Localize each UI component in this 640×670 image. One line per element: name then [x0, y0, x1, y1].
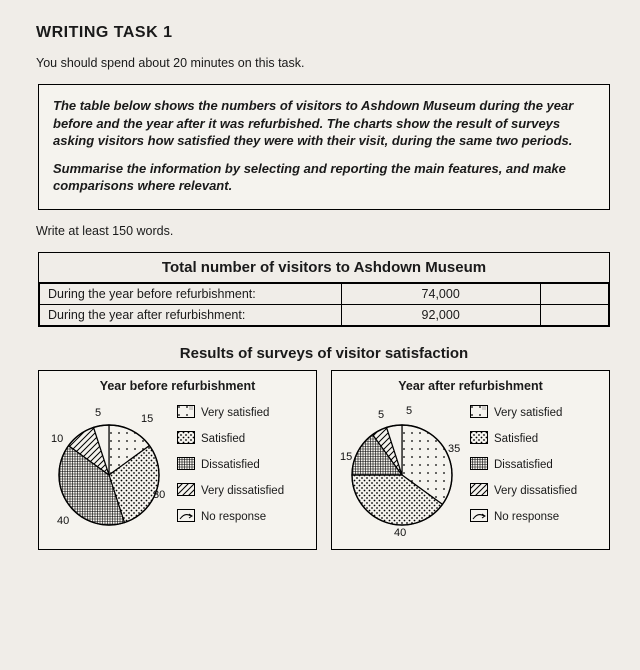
legend-label: Dissatisfied [201, 459, 260, 471]
legend-swatch-icon [177, 509, 195, 525]
legend-item: No response [470, 509, 603, 525]
pie-slice-label: 40 [57, 515, 69, 527]
legend-label: Very satisfied [494, 407, 562, 419]
prompt-paragraph-1: The table below shows the numbers of vis… [53, 97, 595, 150]
legend-item: Satisfied [177, 431, 310, 447]
visitors-table: Total number of visitors to Ashdown Muse… [38, 252, 610, 327]
pie-slice-label: 35 [448, 443, 460, 455]
legend-label: Very satisfied [201, 407, 269, 419]
legend-label: Very dissatisfied [494, 485, 577, 497]
pie-chart: 15 30 40 10 5 [45, 399, 173, 539]
legend-label: Satisfied [494, 433, 538, 445]
pie-slice-label: 30 [153, 489, 165, 501]
legend-swatch-icon [470, 457, 488, 473]
table-row: During the year before refurbishment: 74… [40, 283, 609, 304]
legend-swatch-icon [470, 431, 488, 447]
pie-slice-label: 40 [394, 527, 406, 539]
pie-slice-label: 5 [406, 405, 412, 417]
legend-item: Dissatisfied [470, 457, 603, 473]
legend-item: Dissatisfied [177, 457, 310, 473]
legend-swatch-icon [470, 483, 488, 499]
legend-label: No response [494, 511, 559, 523]
pie-slice-label: 15 [141, 413, 153, 425]
table-blank-cell [540, 283, 608, 304]
visitors-table-title: Total number of visitors to Ashdown Muse… [39, 253, 609, 283]
chart-subtitle: Year before refurbishment [45, 379, 310, 393]
legend-item: Satisfied [470, 431, 603, 447]
table-row-label: During the year before refurbishment: [40, 283, 342, 304]
task-heading: WRITING TASK 1 [36, 24, 612, 42]
prompt-paragraph-2: Summarise the information by selecting a… [53, 160, 595, 195]
legend-label: Dissatisfied [494, 459, 553, 471]
legend-label: No response [201, 511, 266, 523]
min-words-instruction: Write at least 150 words. [36, 224, 612, 238]
legend-swatch-icon [177, 457, 195, 473]
chart-box: Year before refurbishment 15 30 40 10 5 Very s… [38, 370, 317, 550]
legend-label: Very dissatisfied [201, 485, 284, 497]
prompt-box: The table below shows the numbers of vis… [38, 84, 610, 210]
table-row-value: 74,000 [341, 283, 540, 304]
chart-subtitle: Year after refurbishment [338, 379, 603, 393]
legend-swatch-icon [470, 405, 488, 421]
legend-item: Very dissatisfied [177, 483, 310, 499]
legend-item: Very dissatisfied [470, 483, 603, 499]
pie-chart: 35 40 15 5 5 [338, 399, 466, 539]
legend-swatch-icon [470, 509, 488, 525]
legend-item: Very satisfied [177, 405, 310, 421]
charts-row: Year before refurbishment 15 30 40 10 5 Very s… [36, 370, 612, 550]
pie-slice-label: 15 [340, 451, 352, 463]
legend-item: Very satisfied [470, 405, 603, 421]
legend-swatch-icon [177, 483, 195, 499]
legend-item: No response [177, 509, 310, 525]
table-row: During the year after refurbishment: 92,… [40, 304, 609, 325]
chart-box: Year after refurbishment 35 40 15 5 5 Very sat… [331, 370, 610, 550]
legend-label: Satisfied [201, 433, 245, 445]
time-instruction: You should spend about 20 minutes on thi… [36, 56, 612, 70]
pie-slice-label: 10 [51, 433, 63, 445]
legend-swatch-icon [177, 405, 195, 421]
table-row-label: During the year after refurbishment: [40, 304, 342, 325]
table-blank-cell [540, 304, 608, 325]
legend-swatch-icon [177, 431, 195, 447]
pie-slice-label: 5 [378, 409, 384, 421]
survey-title: Results of surveys of visitor satisfacti… [36, 345, 612, 362]
pie-slice-label: 5 [95, 407, 101, 419]
table-row-value: 92,000 [341, 304, 540, 325]
chart-legend: Very satisfied Satisfied Dissatisfied Very … [173, 399, 310, 535]
chart-legend: Very satisfied Satisfied Dissatisfied Very … [466, 399, 603, 535]
